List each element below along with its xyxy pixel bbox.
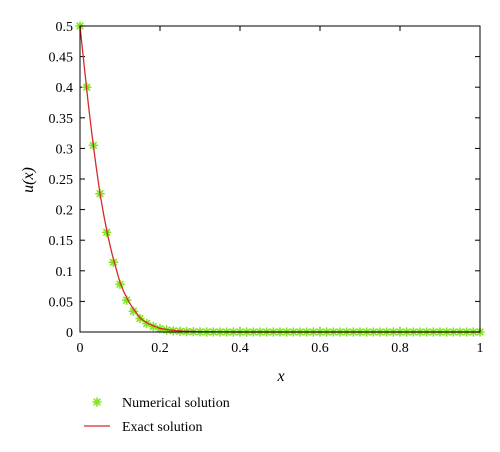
x-tick-label: 0.4 xyxy=(231,341,249,356)
y-tick-label: 0.25 xyxy=(49,173,74,188)
y-tick-label: 0.3 xyxy=(56,142,74,157)
x-tick-label: 0 xyxy=(77,341,84,356)
y-tick-label: 0.35 xyxy=(49,112,74,127)
y-tick-label: 0.15 xyxy=(49,234,74,249)
legend: Numerical solution Exact solution xyxy=(84,396,230,435)
legend-asterisk-icon xyxy=(92,397,102,407)
plot-area-frame xyxy=(79,25,481,333)
x-tick-label: 0.2 xyxy=(151,341,169,356)
legend-label-numerical: Numerical solution xyxy=(122,396,230,411)
x-tick-label: 0.8 xyxy=(391,341,409,356)
y-tick-label: 0.2 xyxy=(56,204,74,219)
y-axis-ticks: 0 0.05 0.1 0.15 0.2 0.25 0.3 0.35 0.4 0.45 0.5 xyxy=(49,20,480,341)
y-tick-label: 0.05 xyxy=(49,295,74,310)
x-axis-ticks: 0 0.2 0.4 0.6 0.8 1 xyxy=(77,26,484,356)
x-tick-label: 0.6 xyxy=(311,341,329,356)
y-tick-label: 0.1 xyxy=(56,265,74,280)
y-axis-label: u(x) xyxy=(20,167,37,193)
y-tick-label: 0.5 xyxy=(56,20,74,35)
legend-label-exact: Exact solution xyxy=(122,420,203,435)
y-tick-label: 0.45 xyxy=(49,51,74,66)
data-point-numerical xyxy=(128,306,139,316)
x-tick-label: 1 xyxy=(477,341,484,356)
x-axis-label: x xyxy=(276,368,284,385)
data-point-numerical xyxy=(108,257,119,268)
legend-marker-numerical xyxy=(92,397,102,407)
y-tick-label: 0.4 xyxy=(56,81,74,96)
y-tick-label: 0 xyxy=(66,326,73,341)
